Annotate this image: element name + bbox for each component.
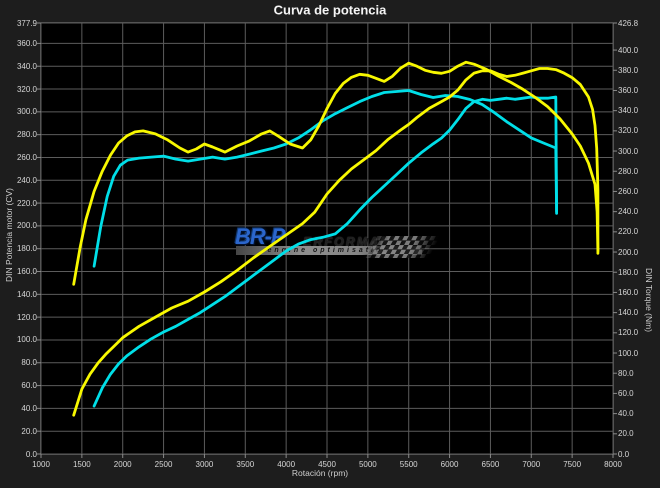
y-right-tick-label: 426.8 xyxy=(618,18,639,28)
y-left-tick-label: 60.0 xyxy=(21,381,37,391)
y-left-tick-label: 360.0 xyxy=(16,38,37,48)
y-left-tick-label: 320.0 xyxy=(16,84,37,94)
chart-title: Curva de potencia xyxy=(273,2,387,18)
y-right-tick-label: 60.0 xyxy=(618,388,634,398)
y-right-tick-label: 160.0 xyxy=(618,287,639,297)
curves-layer xyxy=(72,60,600,417)
x-tick-label: 1000 xyxy=(32,460,50,469)
x-axis-label: Rotación (rpm) xyxy=(291,468,349,478)
y-right-tick-label: 360.0 xyxy=(618,85,639,95)
y-right-tick-label: 200.0 xyxy=(618,247,639,257)
y-left-tick-label: 260.0 xyxy=(16,152,37,162)
y-right-tick-label: 260.0 xyxy=(618,186,639,196)
curve-torque-cyan-stock xyxy=(92,89,558,268)
y-left-tick-label: 280.0 xyxy=(16,130,37,140)
y-left-tick-label: 140.0 xyxy=(16,289,37,299)
y-right-tick-label: 0.0 xyxy=(618,449,630,459)
y-right-tick-label: 100.0 xyxy=(618,348,639,358)
y-right-tick-label: 340.0 xyxy=(618,106,639,116)
x-tick-label: 6500 xyxy=(481,460,500,469)
x-tick-label: 3500 xyxy=(236,460,255,469)
y-right-tick-label: 180.0 xyxy=(618,267,639,277)
y-right-tick-label: 380.0 xyxy=(618,65,639,75)
x-tick-label: 3000 xyxy=(195,460,214,469)
y-left-tick-label: 240.0 xyxy=(16,175,37,185)
x-tick-label: 4500 xyxy=(318,460,336,469)
y-left-tick-label: 100.0 xyxy=(16,335,37,345)
curve-power-yellow-tuned xyxy=(72,67,600,417)
plot-area: BR-P ERFORMANCE engine optimisation xyxy=(41,23,613,454)
curve-power-cyan-stock xyxy=(92,95,558,408)
x-tick-label: 4000 xyxy=(277,460,296,469)
y-right-tick-label: 120.0 xyxy=(618,328,639,338)
y-right-tick-label: 280.0 xyxy=(618,166,639,176)
y-left-tick-label: 340.0 xyxy=(16,61,37,71)
y-left-tick-label: 160.0 xyxy=(16,267,37,277)
y-right-tick-label: 320.0 xyxy=(618,126,639,136)
y-left-tick-label: 220.0 xyxy=(16,198,37,208)
y-right-tick-label: 80.0 xyxy=(618,368,634,378)
y-left-tick-label: 120.0 xyxy=(16,312,37,322)
y-left-tick-label: 300.0 xyxy=(16,107,37,117)
x-tick-label: 1500 xyxy=(72,460,91,469)
y-right-tick-label: 140.0 xyxy=(618,308,639,318)
y-right-tick-label: 240.0 xyxy=(618,207,639,217)
y-left-tick-label: 0.0 xyxy=(25,449,37,459)
y-right-tick-label: 400.0 xyxy=(618,45,639,55)
x-tick-label: 6000 xyxy=(440,460,459,469)
y-right-tick-label: 300.0 xyxy=(618,146,639,156)
y-left-tick-label: 80.0 xyxy=(21,358,37,368)
x-tick-label: 2500 xyxy=(154,460,173,469)
y-left-tick-label: 40.0 xyxy=(21,403,37,413)
y-axis-label-right: DIN Torque (Nm) xyxy=(644,267,654,333)
x-tick-label: 5500 xyxy=(399,460,418,469)
y-left-tick-label: 377.9 xyxy=(16,18,37,28)
x-tick-label: 7000 xyxy=(522,460,541,469)
curve-torque-yellow-tuned xyxy=(72,60,600,286)
y-right-tick-label: 220.0 xyxy=(618,227,639,237)
x-tick-label: 7500 xyxy=(563,460,582,469)
y-left-tick-label: 180.0 xyxy=(16,244,37,254)
x-tick-label: 8000 xyxy=(604,460,622,469)
y-left-tick-label: 20.0 xyxy=(21,426,37,436)
y-right-tick-label: 40.0 xyxy=(618,409,634,419)
y-right-tick-label: 20.0 xyxy=(618,429,634,439)
x-tick-label: 5000 xyxy=(358,460,377,469)
x-tick-label: 2000 xyxy=(113,460,132,469)
y-left-tick-label: 200.0 xyxy=(16,221,37,231)
